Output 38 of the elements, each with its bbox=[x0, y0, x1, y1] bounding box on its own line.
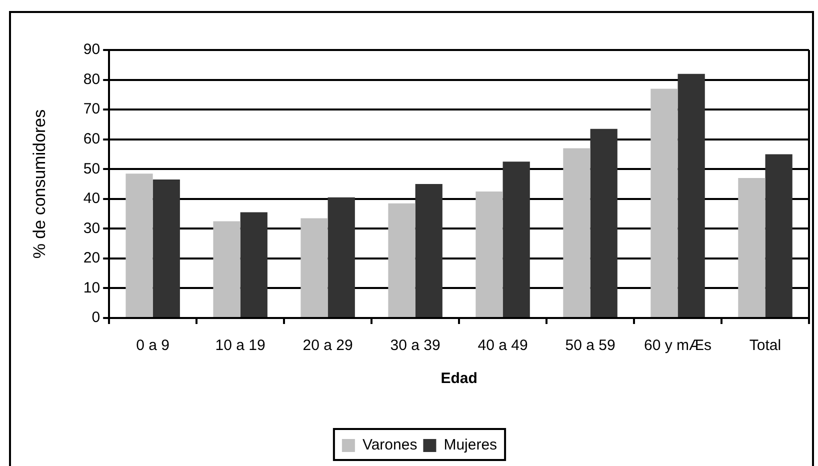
bar bbox=[476, 191, 503, 317]
bar bbox=[240, 212, 268, 317]
bar bbox=[300, 218, 328, 317]
y-axis-title: % de consumidores bbox=[30, 109, 49, 259]
y-tick-label: 0 bbox=[92, 309, 100, 326]
bar bbox=[765, 154, 792, 317]
bar bbox=[126, 174, 153, 317]
y-tick-label: 90 bbox=[83, 41, 100, 58]
bar bbox=[650, 88, 678, 317]
x-tick-label: Total bbox=[749, 337, 782, 354]
bar bbox=[213, 221, 240, 317]
bar bbox=[415, 184, 442, 317]
y-tick-label: 70 bbox=[83, 100, 100, 118]
bar bbox=[152, 180, 180, 317]
bar bbox=[590, 128, 618, 317]
bar bbox=[328, 197, 355, 317]
legend-label: Varones bbox=[362, 436, 418, 454]
x-tick-label: 10 a 19 bbox=[215, 337, 266, 354]
x-tick-label: 60 y mÆs bbox=[644, 337, 712, 354]
bar bbox=[563, 148, 590, 317]
y-tick-label: 40 bbox=[83, 190, 100, 208]
y-tick-label: 50 bbox=[83, 160, 100, 178]
y-tick-label: 20 bbox=[83, 250, 100, 267]
bar bbox=[388, 203, 416, 317]
y-tick-label: 60 bbox=[83, 130, 100, 148]
bar bbox=[678, 74, 705, 317]
y-tick-label: 10 bbox=[83, 279, 100, 296]
y-tick-label: 80 bbox=[83, 70, 100, 88]
bar bbox=[502, 162, 530, 317]
x-tick-label: 0 a 9 bbox=[136, 337, 170, 354]
y-tick-label: 30 bbox=[83, 220, 100, 237]
x-axis-title: Edad bbox=[440, 370, 478, 388]
x-tick-label: 20 a 29 bbox=[302, 337, 353, 354]
bar bbox=[738, 178, 766, 317]
x-tick-label: 40 a 49 bbox=[478, 337, 528, 354]
x-tick-label: 50 a 59 bbox=[565, 337, 616, 354]
legend-label: Mujeres bbox=[444, 436, 498, 454]
x-tick-label: 30 a 39 bbox=[390, 337, 440, 354]
